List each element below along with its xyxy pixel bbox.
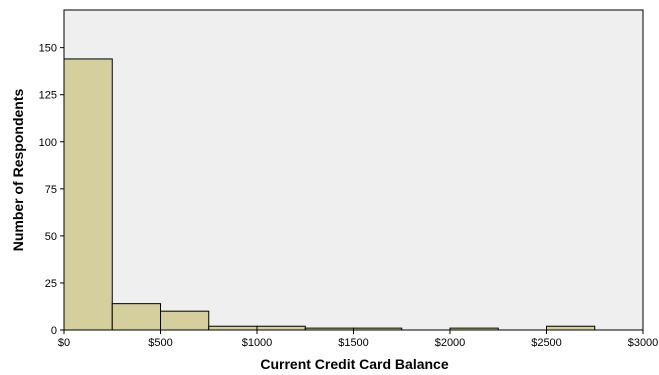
y-tick-label-1: 25 [45, 278, 57, 290]
y-tick-label-3: 75 [45, 184, 57, 196]
x-tick-label-2: $1000 [242, 337, 273, 349]
histogram-bar-1 [111, 303, 161, 331]
bars-group [63, 58, 596, 331]
x-axis-title: Current Credit Card Balance [260, 356, 448, 372]
y-tick-label-0: 0 [51, 325, 57, 337]
x-tick-label-3: $1500 [338, 337, 369, 349]
histogram-bar-8 [546, 325, 596, 331]
histogram-bar-4 [256, 325, 306, 331]
x-tick-label-4: $2000 [435, 337, 466, 349]
y-axis: 0 25 50 75 100 125 150 [39, 43, 64, 337]
y-axis-title: Number of Respondents [10, 89, 26, 252]
histogram-bar-0 [63, 58, 113, 331]
x-axis: $0 $500 $1000 $1500 $2000 $2500 $3000 [58, 330, 658, 349]
x-tick-label-0: $0 [58, 337, 70, 349]
plot-frame [63, 9, 644, 331]
histogram-bar-2 [160, 310, 210, 331]
x-tick-label-6: $3000 [628, 337, 659, 349]
histogram-bar-3 [208, 325, 258, 331]
plot-area [64, 10, 643, 330]
y-tick-label-2: 50 [45, 231, 57, 243]
x-tick-label-1: $500 [148, 337, 172, 349]
y-tick-label-4: 100 [39, 137, 57, 149]
x-tick-label-5: $2500 [531, 337, 562, 349]
y-tick-label-5: 125 [39, 90, 57, 102]
y-tick-label-6: 150 [39, 43, 57, 55]
